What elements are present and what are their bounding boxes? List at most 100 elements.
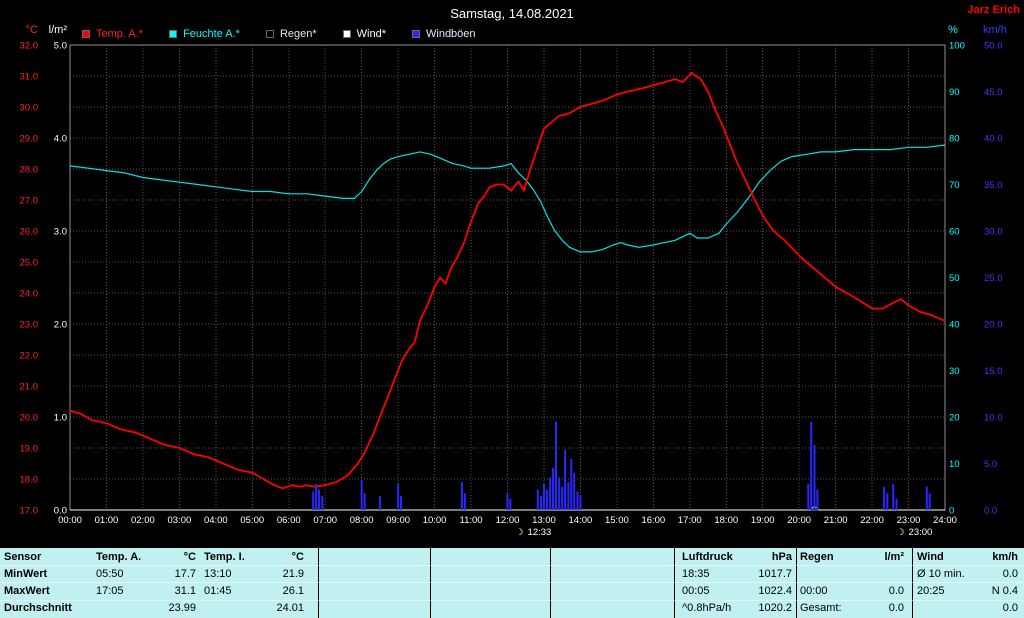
x-axis-tick: 20:00 bbox=[787, 515, 811, 526]
humidity-axis-tick: 40 bbox=[949, 320, 960, 331]
summary-row-label: Durchschnitt bbox=[4, 602, 72, 614]
rain-axis-tick: 0.0 bbox=[54, 506, 67, 517]
x-axis-tick: 08:00 bbox=[350, 515, 374, 526]
temp-axis-tick: 26.0 bbox=[20, 227, 39, 238]
chart-legend: Temp. A.* Feuchte A.* Regen* Wind* Windböen bbox=[82, 28, 502, 40]
temp-axis-tick: 32.0 bbox=[20, 41, 39, 52]
summary-luftdruck-value: hPa bbox=[771, 551, 792, 563]
sun-moon-time-marker: 12:33 bbox=[528, 527, 552, 538]
legend-item: Feuchte A.* bbox=[169, 28, 240, 40]
legend-item: Temp. A.* bbox=[82, 28, 143, 40]
summary-temp_i-value: °C bbox=[291, 551, 304, 563]
x-axis-tick: 00:00 bbox=[58, 515, 82, 526]
wind-axis-tick: 20.0 bbox=[984, 320, 1003, 331]
humidity-axis-tick: 0 bbox=[949, 506, 954, 517]
summary-wind-cell: Ø 10 min. bbox=[917, 568, 965, 580]
moon-icon: ☽ bbox=[896, 527, 904, 537]
wind-axis-tick: 0.0 bbox=[984, 506, 997, 517]
wind-axis-tick: 30.0 bbox=[984, 227, 1003, 238]
temp-axis-unit: °C bbox=[25, 24, 38, 36]
summary-luftdruck-cell: 18:35 bbox=[682, 568, 710, 580]
summary-temp_a-cell: 05:50 bbox=[96, 568, 124, 580]
x-axis-tick: 12:00 bbox=[496, 515, 520, 526]
temp-axis-tick: 22.0 bbox=[20, 351, 39, 362]
rain-swatch-icon bbox=[265, 30, 274, 38]
summary-temp_i-value: 26.1 bbox=[282, 585, 304, 597]
x-axis-tick: 02:00 bbox=[131, 515, 155, 526]
summary-temp_i-value: 21.9 bbox=[282, 568, 304, 580]
summary-luftdruck-value: 1017.7 bbox=[758, 568, 792, 580]
x-axis-tick: 14:00 bbox=[569, 515, 593, 526]
temp-axis-tick: 30.0 bbox=[20, 103, 39, 114]
summary-row-label: Sensor bbox=[4, 551, 42, 563]
x-axis-tick: 09:00 bbox=[386, 515, 410, 526]
temp-axis-tick: 24.0 bbox=[20, 289, 39, 300]
x-axis-tick: 15:00 bbox=[605, 515, 629, 526]
x-axis-tick: 10:00 bbox=[423, 515, 447, 526]
series-feuchtea bbox=[69, 144, 946, 253]
column-divider bbox=[318, 548, 319, 618]
wind-axis-tick: 40.0 bbox=[984, 134, 1003, 145]
temp-axis-tick: 18.0 bbox=[20, 475, 39, 486]
summary-temp_a-value: 17.7 bbox=[174, 568, 196, 580]
legend-label: Windböen bbox=[426, 28, 476, 40]
summary-regen-value: l/m² bbox=[884, 551, 904, 563]
wind-axis-tick: 5.0 bbox=[984, 459, 997, 470]
temp-axis-tick: 25.0 bbox=[20, 258, 39, 269]
legend-label: Regen* bbox=[279, 28, 317, 40]
column-divider bbox=[430, 548, 431, 618]
x-axis-tick: 16:00 bbox=[641, 515, 665, 526]
summary-wind-value: km/h bbox=[992, 551, 1018, 563]
summary-temp_i-cell: Temp. I. bbox=[204, 551, 245, 563]
temp-axis-tick: 19.0 bbox=[20, 444, 39, 455]
humidity-axis-tick: 100 bbox=[949, 41, 965, 52]
humidity-axis-tick: 90 bbox=[949, 87, 960, 98]
rain-axis-tick: 3.0 bbox=[54, 227, 67, 238]
summary-row-label: MaxWert bbox=[4, 585, 50, 597]
legend-item: Windböen bbox=[412, 28, 476, 40]
x-axis-tick: 23:00 bbox=[897, 515, 921, 526]
legend-item: Wind* bbox=[342, 28, 386, 40]
temp-axis-tick: 29.0 bbox=[20, 134, 39, 145]
summary-luftdruck-cell: Luftdruck bbox=[682, 551, 733, 563]
page-title: Samstag, 14.08.2021 bbox=[450, 6, 574, 21]
summary-luftdruck-cell: 00:05 bbox=[682, 585, 710, 597]
wind-axis-unit: km/h bbox=[983, 24, 1007, 36]
x-axis-tick: 17:00 bbox=[678, 515, 702, 526]
summary-wind-value: N 0.4 bbox=[991, 585, 1018, 597]
summary-regen-cell: Regen bbox=[800, 551, 834, 563]
summary-luftdruck-value: 1022.4 bbox=[758, 585, 792, 597]
gust-swatch-icon bbox=[412, 30, 420, 38]
x-axis-tick: 03:00 bbox=[167, 515, 191, 526]
x-axis-tick: 01:00 bbox=[95, 515, 119, 526]
wind-axis-tick: 45.0 bbox=[984, 87, 1003, 98]
summary-wind-cell: Wind bbox=[917, 551, 944, 563]
summary-regen-cell: Gesamt: bbox=[800, 602, 842, 614]
temp-axis-tick: 21.0 bbox=[20, 382, 39, 393]
temp-axis-tick: 23.0 bbox=[20, 320, 39, 331]
rain-axis-unit: l/m² bbox=[48, 24, 67, 36]
x-axis-tick: 21:00 bbox=[824, 515, 848, 526]
summary-temp_a-cell: Temp. A. bbox=[96, 551, 142, 563]
x-axis-tick: 06:00 bbox=[277, 515, 301, 526]
summary-luftdruck-value: 1020.2 bbox=[758, 602, 792, 614]
wind-swatch-icon bbox=[342, 30, 351, 38]
rain-axis-tick: 5.0 bbox=[54, 41, 67, 52]
humidity-axis-tick: 30 bbox=[949, 366, 960, 377]
summary-temp_a-value: 23.99 bbox=[168, 602, 196, 614]
column-divider bbox=[674, 548, 675, 618]
weather-chart: 17.0 18.0 19.0 20.0 21.0 22.0 23.0 24.0 25.0 26.0… bbox=[20, 41, 1003, 539]
summary-luftdruck-cell: ^0.8hPa/h bbox=[682, 602, 732, 614]
summary-regen-value: 0.0 bbox=[888, 602, 904, 614]
series-tempa bbox=[69, 72, 946, 490]
temp-axis-tick: 27.0 bbox=[20, 196, 39, 207]
legend-item: Regen* bbox=[265, 28, 317, 40]
summary-temp_i-value: 24.01 bbox=[276, 602, 304, 614]
rain-axis-tick: 4.0 bbox=[54, 134, 67, 145]
summary-temp_a-value: 31.1 bbox=[174, 585, 196, 597]
x-axis-tick: 24:00 bbox=[933, 515, 957, 526]
summary-regen-cell: 00:00 bbox=[800, 585, 828, 597]
row-divider bbox=[0, 582, 1024, 583]
summary-temp_a-cell: 17:05 bbox=[96, 585, 124, 597]
